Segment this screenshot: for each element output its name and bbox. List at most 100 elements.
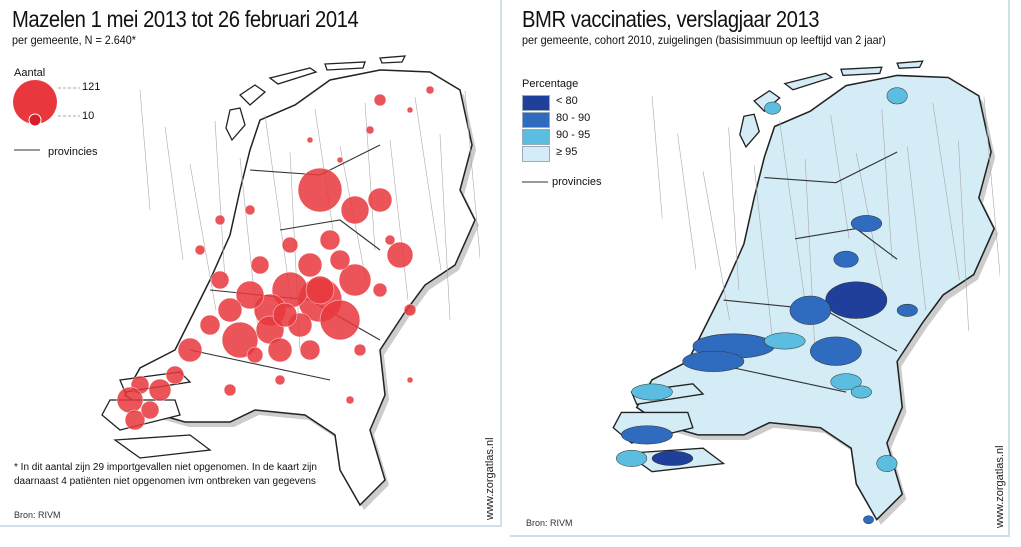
- municipality-patch: [850, 385, 872, 399]
- measles-case-marker: [319, 229, 341, 251]
- municipality-border: [189, 163, 217, 311]
- municipality-border: [881, 109, 893, 260]
- footnote-line2: daarnaast 4 patiënten niet opgenomen ivm…: [14, 476, 316, 487]
- municipality-border: [651, 95, 663, 219]
- island: [238, 84, 267, 106]
- municipality-patch: [764, 332, 806, 350]
- island: [268, 67, 318, 85]
- municipality-border: [439, 133, 451, 321]
- measles-case-marker: [386, 241, 414, 269]
- measles-case-marker: [250, 255, 270, 275]
- island: [324, 61, 366, 71]
- legend-title: Aantal: [14, 67, 46, 79]
- website-label: www.zorgatlas.nl: [994, 445, 1006, 528]
- measles-case-marker: [384, 234, 396, 246]
- municipality-border: [932, 102, 960, 280]
- measles-case-marker: [297, 252, 323, 278]
- legend-circle-small: [28, 113, 42, 127]
- municipality-patch: [863, 515, 874, 525]
- measles-case-marker: [406, 376, 414, 384]
- island: [379, 55, 407, 64]
- municipality-border: [677, 133, 697, 270]
- measles-case-marker: [345, 395, 355, 405]
- measles-case-marker: [425, 85, 435, 95]
- legend-value-large: 121: [82, 81, 101, 93]
- measles-case-marker: [305, 275, 335, 305]
- size-legend: [13, 80, 80, 127]
- measles-case-marker: [246, 346, 264, 364]
- legend-swatch-lt80: [522, 95, 550, 111]
- measles-case-marker: [297, 167, 343, 213]
- source-label: Bron: RIVM: [14, 510, 61, 520]
- municipality-border: [139, 89, 151, 211]
- measles-case-marker: [403, 303, 417, 317]
- province-line-icon: [522, 181, 548, 183]
- legend-label-90-95: 90 - 95: [556, 129, 591, 141]
- measles-case-marker: [365, 125, 375, 135]
- municipality-border: [753, 165, 773, 341]
- measles-map-panel: Mazelen 1 mei 2013 tot 26 februari 2014 …: [0, 0, 502, 527]
- legend-circle-large: [13, 80, 57, 124]
- province-line-icon: [14, 149, 40, 151]
- municipality-patch: [833, 250, 859, 268]
- municipality-patch: [621, 425, 673, 445]
- municipality-border: [779, 121, 807, 311]
- island: [753, 89, 781, 113]
- measles-case-marker: [372, 282, 388, 298]
- measles-case-marker: [194, 244, 206, 256]
- legend-province-label: provincies: [552, 176, 602, 188]
- measles-case-marker: [336, 156, 344, 164]
- legend-label-lt80: < 80: [556, 95, 578, 107]
- legend-swatch-ge95: [522, 146, 550, 162]
- municipality-border: [214, 120, 226, 281]
- legend-label-ge95: ≥ 95: [556, 146, 578, 158]
- municipality-patch: [825, 281, 888, 319]
- municipality-border: [728, 127, 740, 290]
- municipality-patch: [896, 303, 918, 317]
- netherlands-map: [612, 60, 1000, 525]
- map-subtitle: per gemeente, N = 2.640*: [12, 33, 136, 47]
- measles-case-marker: [235, 280, 265, 310]
- measles-case-marker: [353, 343, 367, 357]
- netherlands-map: [101, 55, 480, 510]
- measles-case-marker: [367, 187, 393, 213]
- municipality-border: [907, 146, 927, 311]
- measles-case-marker: [299, 339, 321, 361]
- measles-case-marker: [217, 297, 243, 323]
- measles-case-marker: [221, 321, 259, 359]
- measles-case-marker: [373, 93, 387, 107]
- municipality-border: [389, 139, 409, 301]
- municipality-border: [804, 159, 816, 362]
- measles-case-marker: [148, 378, 172, 402]
- measles-case-marker: [124, 409, 146, 431]
- measles-case-marker: [406, 106, 414, 114]
- measles-case-marker: [272, 302, 298, 328]
- municipality-patch: [876, 455, 898, 472]
- municipality-patch: [886, 87, 908, 105]
- municipality-patch: [616, 449, 648, 467]
- website-label: www.zorgatlas.nl: [484, 437, 496, 520]
- legend-swatch-90-95: [522, 129, 550, 145]
- source-label: Bron: RIVM: [526, 518, 573, 528]
- measles-case-marker: [177, 337, 203, 363]
- legend-title: Percentage: [522, 78, 579, 90]
- measles-case-marker: [281, 236, 299, 254]
- measles-case-marker: [329, 249, 351, 271]
- island: [896, 60, 924, 69]
- municipality-patch: [764, 101, 781, 115]
- measles-case-marker: [210, 270, 230, 290]
- measles-case-marker: [319, 299, 361, 341]
- measles-case-marker: [214, 214, 226, 226]
- municipality-patch: [631, 383, 673, 401]
- measles-case-marker: [116, 386, 144, 414]
- measles-case-marker: [199, 314, 221, 336]
- municipality-patch: [810, 336, 862, 366]
- map-title: Mazelen 1 mei 2013 tot 26 februari 2014: [12, 6, 359, 32]
- island: [783, 72, 834, 91]
- municipality-patch: [830, 373, 862, 391]
- municipality-patch: [789, 295, 831, 325]
- legend-label-80-90: 80 - 90: [556, 112, 591, 124]
- municipality-border: [414, 96, 442, 271]
- municipality-border: [264, 114, 292, 301]
- measles-case-marker: [165, 365, 185, 385]
